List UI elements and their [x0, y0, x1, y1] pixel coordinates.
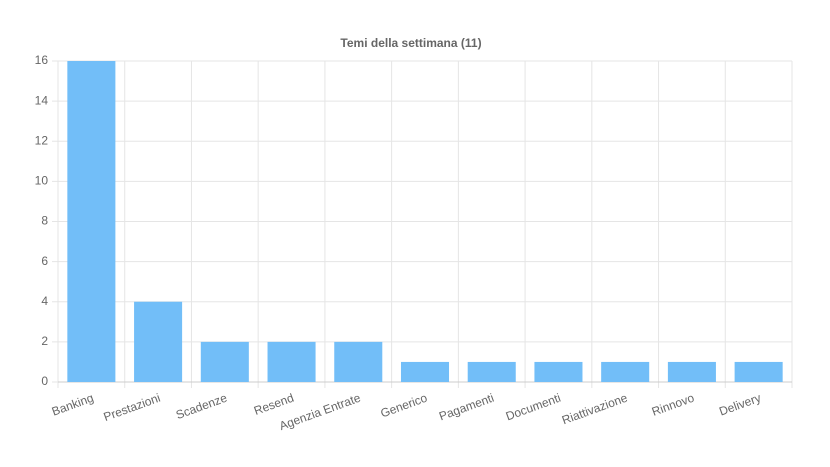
- bar: [734, 361, 783, 382]
- y-tick-label: 14: [35, 93, 49, 107]
- x-tick-label: Riattivazione: [560, 391, 630, 428]
- x-tick-label: Resend: [252, 391, 296, 418]
- bar: [134, 301, 183, 382]
- y-tick-label: 6: [41, 254, 48, 268]
- y-tick-label: 16: [35, 53, 49, 67]
- bar: [67, 61, 116, 382]
- x-tick-label: Scadenze: [174, 391, 229, 423]
- x-tick-label: Rinnovo: [650, 391, 696, 419]
- x-tick-label: Delivery: [717, 391, 763, 419]
- bar: [400, 361, 450, 382]
- bar: [200, 341, 249, 382]
- bar: [267, 341, 316, 382]
- x-tick-label: Pagamenti: [437, 391, 496, 424]
- y-tick-label: 12: [35, 133, 49, 147]
- y-tick-label: 4: [41, 294, 48, 308]
- bar: [601, 361, 650, 382]
- chart-title: Temi della settimana (11): [340, 36, 481, 50]
- bar: [667, 361, 716, 382]
- bar: [334, 341, 383, 382]
- x-tick-label: Generico: [379, 391, 430, 421]
- y-tick-label: 8: [41, 214, 48, 228]
- bar: [534, 361, 583, 382]
- bar: [467, 361, 516, 382]
- x-tick-label: Prestazioni: [102, 391, 163, 424]
- y-tick-label: 2: [41, 334, 48, 348]
- y-tick-label: 10: [35, 174, 49, 188]
- x-tick-label: Banking: [50, 391, 96, 419]
- y-tick-label: 0: [41, 374, 48, 388]
- x-tick-label: Documenti: [504, 391, 563, 424]
